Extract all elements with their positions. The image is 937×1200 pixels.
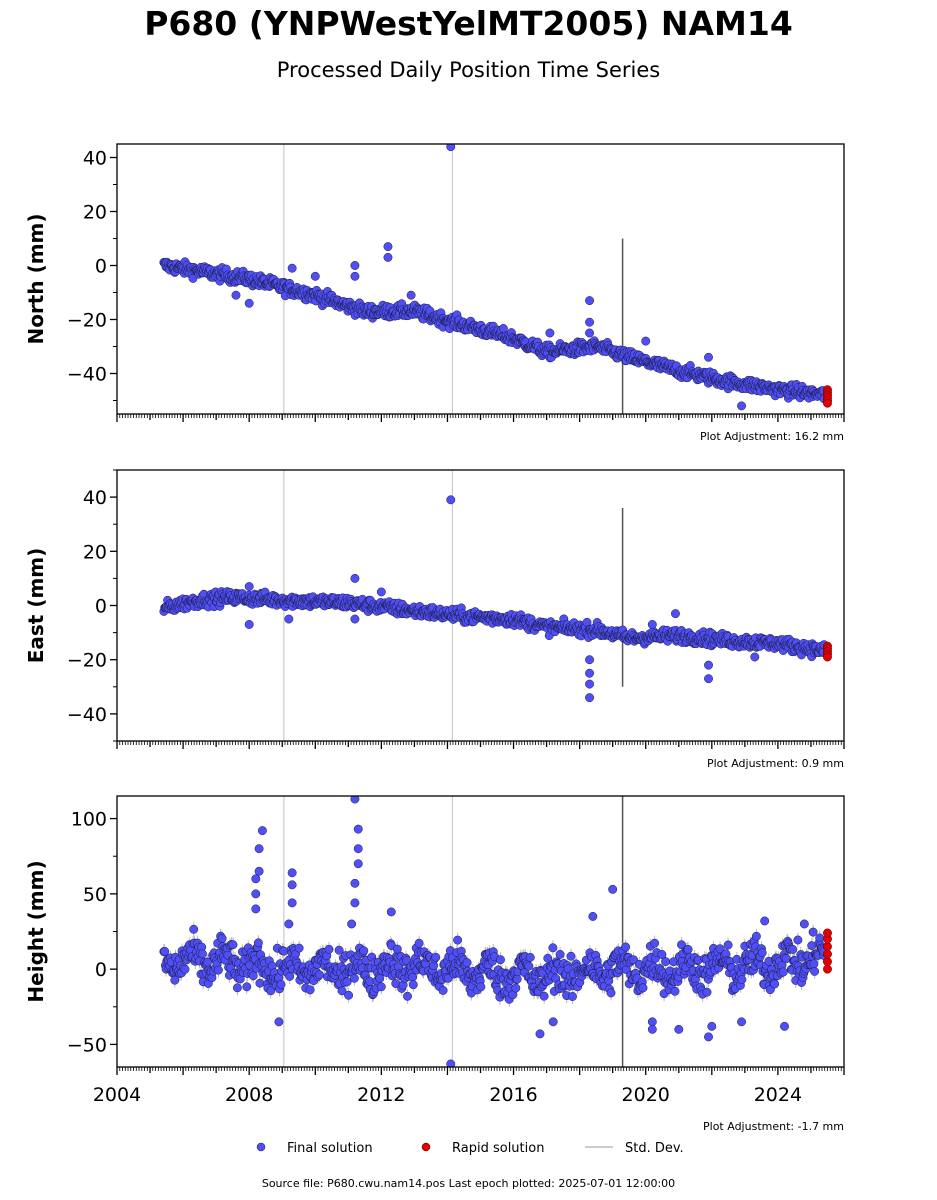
y-tick-label: −40 [67, 364, 107, 386]
final-outlier-point [231, 290, 241, 300]
final-outlier-point [585, 328, 594, 338]
plot-adjustment: Plot Adjustment: 0.9 mm [707, 757, 844, 770]
plot-area [159, 796, 832, 1067]
final-outlier-point [350, 573, 360, 583]
y-tick-label: −20 [67, 310, 107, 332]
plot-area [159, 144, 832, 414]
final-outlier-point [383, 252, 393, 262]
final-outlier-point [750, 652, 760, 662]
final-outlier-point [704, 352, 713, 362]
y-tick-label: 0 [95, 256, 107, 278]
y-axis-title: North (mm) [24, 213, 48, 344]
plot-adjustment: Plot Adjustment: 16.2 mm [700, 430, 844, 443]
final-outlier-point [545, 328, 555, 338]
final-outlier-point [244, 582, 254, 591]
rapid-point [823, 398, 832, 408]
final-outlier-point [350, 261, 360, 270]
plot-area [159, 470, 832, 741]
y-tick-label: 20 [83, 202, 107, 224]
final-outlier-point [585, 679, 594, 689]
final-outlier-point [585, 317, 594, 327]
final-outlier-point [244, 620, 254, 629]
final-outlier-point [310, 271, 320, 281]
y-tick-label: 40 [83, 487, 107, 509]
final-outlier-point [446, 144, 456, 152]
final-outlier-point [406, 290, 416, 300]
final-outlier-point [446, 495, 456, 505]
final-outlier-point [585, 296, 594, 306]
panel-frame [116, 469, 845, 742]
final-outlier-point [671, 609, 680, 619]
final-outlier-point [383, 242, 393, 252]
final-outlier-point [585, 655, 594, 665]
y-tick-label: 20 [83, 541, 107, 563]
y-tick-label: −20 [67, 650, 107, 672]
rapid-point [823, 652, 832, 662]
panel-1: −40 −20 0 20 40 North (mm) Plot Adjustment: 16… [24, 143, 845, 443]
final-outlier-point [376, 587, 386, 597]
chart-subtitle: Processed Daily Position Time Series [276, 58, 661, 82]
final-outlier-point [585, 668, 594, 678]
final-outlier-point [284, 614, 294, 624]
final-point [498, 324, 508, 333]
final-outlier-point [350, 271, 360, 281]
final-outlier-point [287, 263, 297, 273]
panel-2: −40 −20 0 20 40 East (mm) Plot Adjustment: 0.9… [24, 469, 845, 770]
final-outlier-point [737, 401, 747, 411]
y-tick-label: 0 [95, 596, 107, 618]
final-outlier-point [704, 660, 713, 670]
y-axis-title: East (mm) [24, 548, 48, 664]
y-tick-label: 40 [83, 148, 107, 170]
final-outlier-point [244, 298, 254, 308]
chart-title: P680 (YNPWestYelMT2005) NAM14 [144, 4, 793, 43]
final-outlier-point [704, 674, 713, 684]
y-tick-label: −40 [67, 704, 107, 726]
final-outlier-point [647, 620, 657, 629]
final-outlier-point [641, 336, 651, 346]
final-outlier-point [350, 614, 360, 624]
final-outlier-point [585, 693, 594, 703]
